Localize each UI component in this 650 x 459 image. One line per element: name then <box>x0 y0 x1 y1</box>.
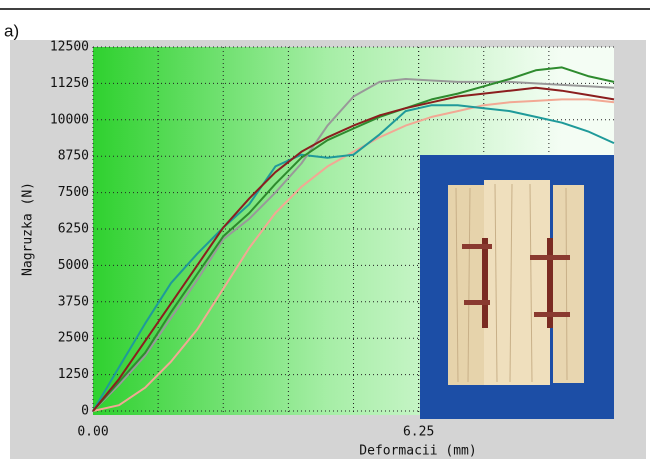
x-tick-label: 0.00 <box>77 425 108 440</box>
y-tick-label: 3750 <box>58 294 89 309</box>
x-axis-label: Deformacii (mm) <box>359 444 476 459</box>
y-tick-label: 10000 <box>50 112 89 127</box>
y-tick-label: 2500 <box>58 331 89 346</box>
y-tick-label: 1250 <box>58 367 89 382</box>
x-tick-label: 6.25 <box>403 425 434 440</box>
panel-label: a) <box>4 21 19 40</box>
y-tick-label: 5000 <box>58 258 89 273</box>
y-tick-label: 11250 <box>50 76 89 91</box>
y-axis-label: Nagruzka (N) <box>21 182 36 276</box>
y-tick-label: 8750 <box>58 149 89 164</box>
y-tick-label: 7500 <box>58 185 89 200</box>
inset-photo <box>420 155 614 419</box>
y-tick-label: 6250 <box>58 222 89 237</box>
figure: a) 0 1250 2500 3750 5000 6250 7500 8750 10000 112… <box>0 0 650 459</box>
y-tick-label: 12500 <box>50 40 89 55</box>
y-tick-label: 0 <box>81 404 89 419</box>
